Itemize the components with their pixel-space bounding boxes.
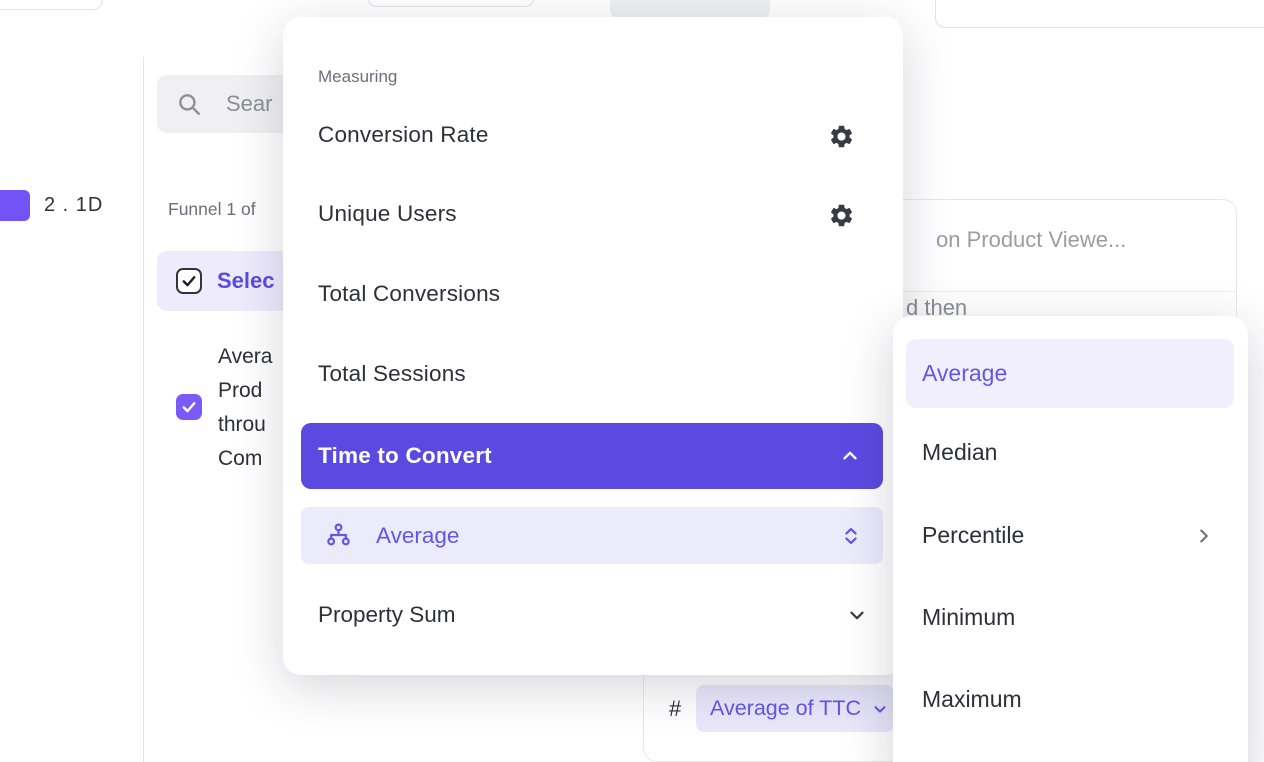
ttc-average-sub-option[interactable]: Average — [301, 507, 883, 564]
select-all-checkbox[interactable] — [176, 268, 202, 294]
measuring-section-title: Measuring — [318, 67, 398, 86]
left-pane-divider — [143, 57, 144, 762]
menu-item-time-to-convert[interactable]: Time to Convert — [301, 423, 883, 489]
step-description-line: Prod — [218, 379, 263, 402]
card-row-divider — [644, 291, 1236, 292]
checkmark-icon — [180, 398, 198, 416]
average-of-ttc-dropdown[interactable]: Average of TTC — [696, 685, 894, 732]
settings-gear-icon[interactable] — [828, 122, 856, 150]
measuring-dropdown-panel: Measuring Conversion Rate Unique Users T… — [283, 17, 903, 675]
agg-item-percentile[interactable]: Percentile — [922, 522, 1025, 548]
numeric-property-prefix: # — [669, 696, 682, 721]
menu-item-property-sum[interactable]: Property Sum — [318, 602, 456, 627]
agg-average-label: Average — [922, 360, 1008, 386]
select-all-label: Selec — [217, 268, 275, 293]
conversion-event-text[interactable]: on Product Viewe... — [936, 227, 1127, 252]
menu-item-total-conversions[interactable]: Total Conversions — [318, 281, 501, 306]
funnel-metric-badge[interactable] — [0, 190, 30, 221]
step-checkbox[interactable] — [176, 394, 202, 420]
partial-top-left-card — [0, 0, 103, 10]
aggregation-flyout-panel: Average Median Percentile Minimum Maximu… — [893, 316, 1248, 762]
partial-top-right-card — [935, 0, 1264, 28]
step-description-line: throu — [218, 413, 266, 436]
fork-icon — [325, 522, 352, 549]
time-to-convert-label: Time to Convert — [318, 443, 492, 468]
average-of-ttc-label: Average of TTC — [710, 696, 861, 720]
chevron-down-icon — [846, 604, 868, 626]
menu-item-unique-users[interactable]: Unique Users — [318, 201, 457, 226]
checkmark-icon — [180, 272, 198, 290]
funnel-metric-badge-label: 2 . 1D — [44, 194, 104, 216]
partial-top-gray-block — [610, 0, 770, 18]
search-input-text: Sear — [226, 91, 273, 116]
step-description: Avera Prod throu Com — [218, 340, 272, 476]
agg-item-minimum[interactable]: Minimum — [922, 604, 1016, 630]
agg-item-median[interactable]: Median — [922, 439, 998, 465]
chevron-down-icon — [871, 700, 889, 718]
agg-item-average[interactable]: Average — [906, 339, 1234, 408]
chevron-up-down-icon — [840, 525, 862, 547]
partial-top-button — [367, 0, 535, 7]
chevron-right-icon — [1193, 525, 1215, 547]
and-then-text: d then — [906, 295, 968, 320]
step-description-line: Com — [218, 447, 263, 470]
search-icon — [176, 91, 202, 117]
step-description-line: Avera — [218, 345, 273, 368]
agg-item-maximum[interactable]: Maximum — [922, 686, 1022, 712]
menu-item-total-sessions[interactable]: Total Sessions — [318, 361, 466, 386]
chevron-up-icon — [839, 445, 861, 467]
funnel-section-label: Funnel 1 of — [168, 199, 256, 219]
settings-gear-icon[interactable] — [828, 201, 856, 229]
menu-item-conversion-rate[interactable]: Conversion Rate — [318, 122, 489, 147]
ttc-average-label: Average — [376, 522, 460, 548]
